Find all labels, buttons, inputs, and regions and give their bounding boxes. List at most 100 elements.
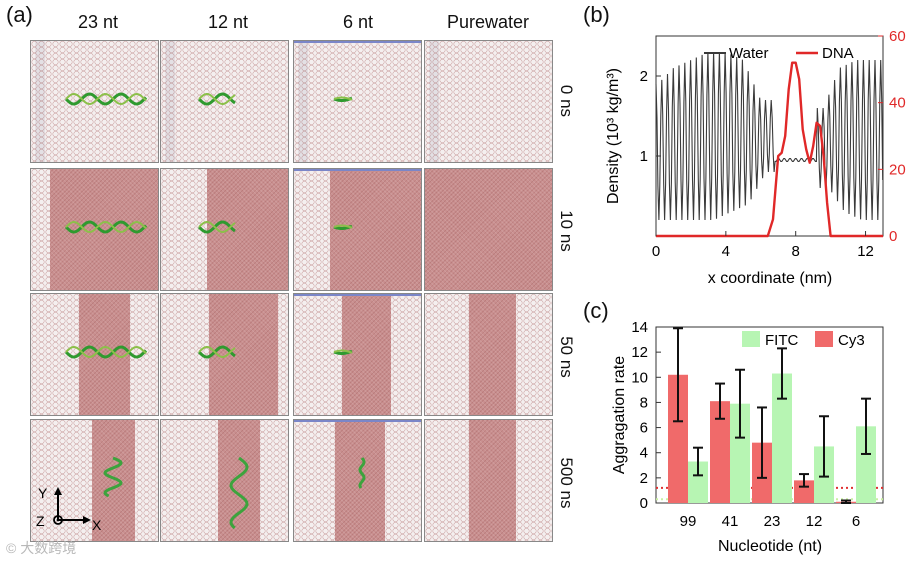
category-label: 23 [764, 513, 781, 530]
axis-z-label: Z [36, 513, 45, 529]
snapshot-cell [160, 40, 289, 163]
graphene-lattice [294, 41, 421, 162]
error-bar [819, 415, 829, 478]
dna-density-path [656, 61, 883, 238]
snapshot-cell [293, 40, 422, 163]
boundary-line [294, 294, 421, 296]
category-label: 12 [806, 513, 823, 530]
boundary-line [294, 41, 421, 43]
error-bar [861, 397, 871, 455]
y-tick-label: 0 [640, 495, 648, 512]
chart-b-xlabel: x coordinate (nm) [708, 270, 833, 287]
graphene-lattice [161, 41, 288, 162]
snapshot-cell [30, 168, 159, 291]
error-bar [757, 406, 767, 479]
water-region [469, 420, 517, 541]
axis-x-label: X [92, 517, 102, 533]
water-region [209, 294, 278, 415]
dna-strand-icon [333, 96, 353, 102]
legend-water-label: Water [729, 45, 768, 62]
fitc-bar [688, 461, 708, 503]
chart-c-xlabel: Nucleotide (nt) [718, 538, 822, 555]
coordinate-axes-icon: Y Z X [36, 485, 102, 533]
row-label-500ns: 500 ns [557, 457, 576, 509]
water-density-path [655, 51, 884, 221]
snapshot-cell [293, 168, 422, 291]
dna-strand-icon [64, 92, 148, 106]
x-tick-label: 8 [792, 243, 800, 260]
category-label: 41 [722, 513, 739, 530]
error-bar [735, 368, 745, 439]
y-tick-label: 2 [640, 68, 648, 85]
dna-strand-icon [64, 345, 148, 359]
dna-strand-icon [229, 456, 249, 530]
column-label-purewater: Purewater [446, 12, 530, 32]
dna-series-line [656, 61, 883, 238]
panel-a-letter: (a) [6, 2, 33, 27]
snapshot-cell [424, 40, 553, 163]
snapshot-cell [30, 293, 159, 416]
y-tick-label: 14 [631, 319, 648, 336]
legend-fitc-label: FITC [765, 332, 798, 349]
error-bar [799, 473, 809, 488]
snapshot-cell [160, 293, 289, 416]
water-region [206, 169, 288, 290]
category-label: 99 [680, 513, 697, 530]
snapshot-cell [160, 168, 289, 291]
watermark: © 大数跨境 [6, 540, 77, 556]
cy3-bar [668, 374, 688, 503]
water-region [342, 294, 391, 415]
graphene-lattice [425, 41, 552, 162]
error-bar [673, 327, 683, 423]
y-tick-label: 10 [631, 369, 648, 386]
legend-fitc-swatch [742, 331, 760, 347]
water-region [79, 294, 131, 415]
dna-strand-icon [197, 345, 236, 359]
chart-b-frame [655, 35, 884, 237]
snapshot-cell [424, 419, 553, 542]
legend-cy3-swatch [815, 331, 833, 347]
x-tick-label: 12 [857, 243, 874, 260]
axis-y-label: Y [38, 485, 48, 501]
error-bar [777, 347, 787, 400]
dna-strand-icon [333, 349, 353, 355]
dna-strand-icon [64, 220, 148, 234]
water-region [218, 420, 261, 541]
water-series-line [655, 51, 884, 221]
error-bar [841, 499, 851, 504]
y2-tick-label: 0 [889, 228, 897, 245]
legend-dna-label: DNA [822, 45, 854, 62]
chart-c-ylabel: Aggragation rate [611, 356, 628, 474]
y2-tick-label: 60 [889, 28, 906, 45]
cy3-bar [710, 401, 730, 503]
y-tick-label: 2 [640, 470, 648, 487]
chart-b-ylabel: Density (10³ kg/m³) [605, 68, 622, 204]
row-label-50ns: 50 ns [557, 336, 576, 378]
y-tick-label: 6 [640, 420, 648, 437]
boundary-line [294, 169, 421, 171]
water-region [91, 420, 136, 541]
dna-strand-icon [333, 224, 353, 230]
y-tick-label: 8 [640, 394, 648, 411]
dna-strand-icon [358, 457, 366, 489]
column-label-12nt: 12 nt [207, 12, 249, 32]
panel-c-letter: (c) [583, 298, 609, 323]
row-label-10ns: 10 ns [557, 210, 576, 252]
fitc-bar [772, 373, 792, 503]
y2-tick-label: 40 [889, 95, 906, 112]
error-bar [715, 382, 725, 420]
column-label-6nt: 6 nt [342, 12, 374, 32]
fitc-bar [856, 426, 876, 503]
y-tick-label: 1 [640, 148, 648, 165]
y-tick-label: 4 [640, 445, 648, 462]
row-label-0ns: 0 ns [557, 84, 576, 118]
y-tick-label: 12 [631, 344, 648, 361]
snapshot-cell [424, 168, 553, 291]
water-region [425, 169, 552, 290]
y2-tick-label: 20 [889, 161, 906, 178]
aggregation-bar-chart: 0 2 4 6 8 10 12 14 99 41 23 12 6 FITC Cy3 Nucleotid… [611, 319, 884, 555]
error-bar [693, 446, 703, 477]
snapshot-cell [30, 40, 159, 163]
snapshot-cell [293, 293, 422, 416]
